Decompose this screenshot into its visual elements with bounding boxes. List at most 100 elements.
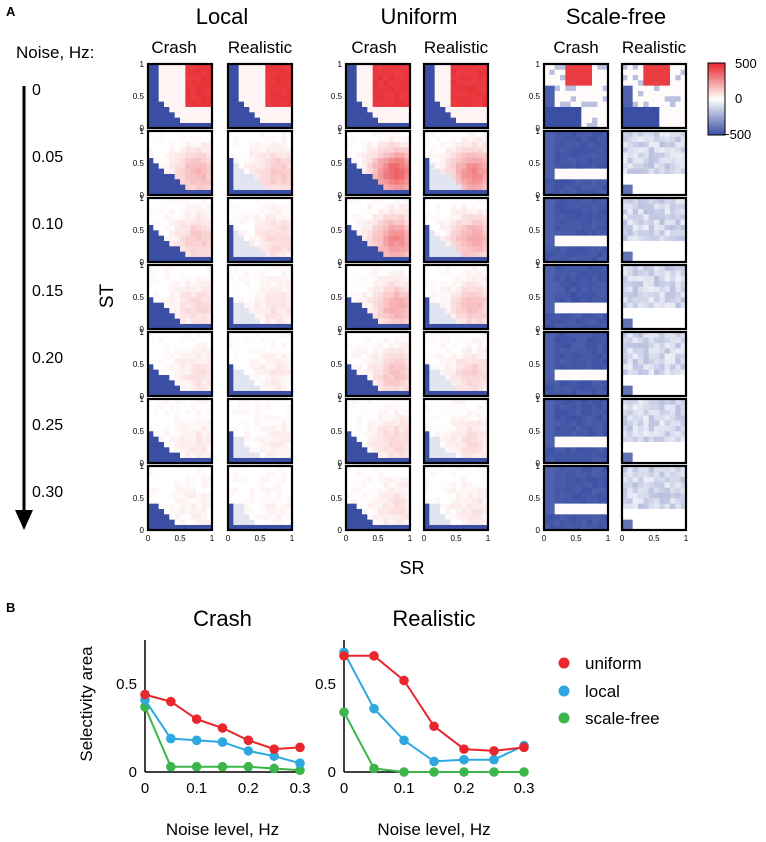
heatmap-cell [388, 399, 395, 405]
heatmap-cell [565, 265, 571, 271]
heatmap-cell [554, 198, 561, 204]
heatmap-cell [570, 307, 577, 314]
heatmap-cell [254, 482, 261, 488]
heatmap-cell [466, 163, 473, 169]
heatmap-cell [185, 307, 191, 314]
heatmap-cell [576, 214, 582, 220]
heatmap-cell [351, 337, 357, 343]
heatmap-cell [185, 441, 191, 448]
heatmap-cell [270, 275, 277, 282]
heatmap-cell [592, 313, 598, 319]
heatmap-cell [440, 281, 446, 287]
heatmap-cell [456, 514, 462, 520]
heatmap-cell [185, 163, 191, 169]
heatmap-cell [281, 141, 287, 148]
heatmap-cell [472, 112, 478, 118]
heatmap-cell [196, 96, 202, 102]
heatmap-cell [276, 415, 282, 421]
heatmap-cell [461, 235, 467, 241]
heatmap-cell [206, 404, 213, 410]
heatmap-cell [158, 173, 165, 180]
heatmap-cell [434, 508, 441, 515]
heatmap-cell [372, 348, 379, 354]
heatmap-cell [560, 173, 566, 180]
heatmap-cell [450, 90, 457, 97]
heatmap-cell [148, 302, 154, 308]
heatmap-cell [286, 179, 293, 185]
heatmap-cell [597, 85, 603, 91]
heatmap-cell [228, 492, 234, 499]
heatmap-cell [276, 251, 282, 257]
heatmap-cell [260, 431, 266, 437]
heatmap-cell [362, 80, 368, 86]
heatmap-cell [466, 323, 473, 330]
heatmap-cell [549, 307, 555, 314]
heatmap-cell [196, 80, 202, 86]
heatmap-cell [362, 297, 368, 303]
heatmap-cell [180, 524, 186, 531]
heatmap-cell [260, 179, 266, 185]
heatmap-cell [466, 399, 473, 405]
heatmap-cell [180, 457, 186, 464]
heatmap-cell [206, 96, 213, 102]
heatmap-cell [388, 281, 395, 287]
heatmap-cell [434, 64, 441, 70]
heatmap-cell [544, 131, 550, 137]
heatmap-cell [169, 106, 175, 113]
heatmap-cell [169, 251, 175, 257]
heatmap-cell [270, 471, 277, 477]
heatmap-cell [158, 179, 165, 185]
heatmap-cell [286, 157, 293, 164]
heatmap-cell [388, 323, 395, 330]
heatmap-cell [265, 168, 271, 174]
heatmap-cell [565, 270, 571, 276]
heatmap-cell [190, 436, 197, 442]
heatmap-cell [190, 122, 197, 129]
heatmap-cell [180, 353, 186, 359]
heatmap-cell [602, 168, 609, 174]
heatmap-cell [434, 291, 441, 298]
heatmap-cell [434, 219, 441, 225]
heatmap-frame [146, 263, 214, 331]
heatmap-cell [560, 297, 566, 303]
heatmap-cell [254, 214, 261, 220]
heatmap-cell [602, 189, 609, 196]
heatmap-cell [586, 332, 593, 338]
heatmap-cell [482, 96, 489, 102]
heatmap-cell [164, 281, 170, 287]
heatmap-cell [388, 514, 395, 520]
heatmap-cell [206, 281, 213, 287]
heatmap-cell [424, 318, 430, 324]
heatmap-cell [378, 374, 384, 381]
heatmap-cell [549, 141, 555, 148]
heatmap-cell [351, 230, 357, 236]
heatmap-cell [399, 380, 405, 386]
heatmap-cell [450, 168, 457, 174]
heatmap-cell [549, 399, 555, 405]
heatmap-frame [146, 129, 214, 197]
heatmap-cell [254, 112, 261, 118]
heatmap-cell [602, 96, 609, 102]
heatmap-cell [404, 447, 411, 453]
heatmap-cell [356, 297, 363, 303]
heatmap-cell [362, 219, 368, 225]
heatmap-cell [153, 230, 159, 236]
heatmap-cell [196, 385, 202, 391]
heatmap-cell [196, 131, 202, 137]
heatmap-cell [404, 337, 411, 343]
heatmap-cell [249, 498, 255, 504]
heatmap-cell [196, 447, 202, 453]
heatmap-cell [260, 471, 266, 477]
heatmap-cell [356, 358, 363, 365]
heatmap-cell [158, 466, 165, 472]
heatmap-cell [560, 198, 566, 204]
heatmap-cell [429, 313, 435, 319]
heatmap-cell [281, 369, 287, 375]
heatmap-cell [346, 337, 352, 343]
heatmap-cell [206, 487, 213, 493]
heatmap-cell [201, 152, 207, 158]
heatmap-cell [450, 302, 457, 308]
heatmap-cell [238, 492, 245, 499]
heatmap-cell [466, 131, 473, 137]
heatmap-cell [249, 476, 255, 483]
